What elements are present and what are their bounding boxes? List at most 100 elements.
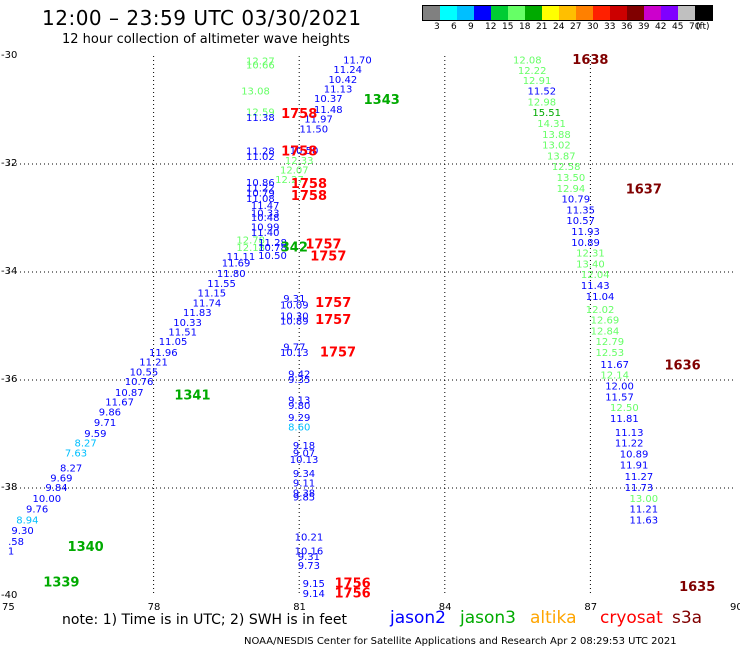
lat-tick-label: -32 xyxy=(1,158,18,169)
wave-height-value: 9.29 xyxy=(288,413,310,424)
wave-height-value: 9.80 xyxy=(288,401,310,412)
wave-height-points: 12.2710.6613.0812.5911.3811.2811.0210.86… xyxy=(8,55,658,600)
wave-height-value: 10.21 xyxy=(295,533,324,544)
legend-label: 15 xyxy=(502,22,514,32)
wave-height-value: 11.27 xyxy=(625,472,654,483)
legend-swatch xyxy=(695,6,712,20)
wave-height-value: 11.08 xyxy=(246,194,275,205)
wave-height-value: 9.34 xyxy=(293,469,315,480)
wave-height-value: 10.37 xyxy=(314,94,343,105)
legend-swatch xyxy=(508,6,525,20)
wave-height-value: 12.14 xyxy=(600,371,629,382)
legend-swatch xyxy=(610,6,627,20)
wave-height-value: 9.14 xyxy=(303,589,325,600)
pass-time: 1757 xyxy=(305,238,341,253)
wave-height-value: 11.21 xyxy=(139,358,168,369)
wave-height-value: 11.52 xyxy=(528,87,557,98)
legend-label: 39 xyxy=(638,22,650,32)
wave-height-value: 11.40 xyxy=(251,228,280,239)
wave-height-value: 13.50 xyxy=(557,173,586,184)
wave-height-value: 15.51 xyxy=(532,108,561,119)
wave-height-value: 12.91 xyxy=(523,76,552,87)
wave-height-value: 10.33 xyxy=(251,209,280,220)
wave-height-value: 10.09 xyxy=(280,300,309,311)
wave-height-value: 11.22 xyxy=(615,439,644,450)
wave-height-value: 12.78 xyxy=(236,236,265,247)
pass-time: 1757 xyxy=(315,313,351,328)
lon-tick-label: 81 xyxy=(293,602,306,613)
wave-height-value: 10.66 xyxy=(246,61,275,72)
wave-height-value: 10.16 xyxy=(295,547,324,558)
wave-height-value: 11.04 xyxy=(586,292,615,303)
pass-time: 1341 xyxy=(174,389,210,404)
wave-height-value: 10.50 xyxy=(258,251,287,262)
wave-height-value: 9.86 xyxy=(99,407,121,418)
wave-height-value: 9.18 xyxy=(293,441,315,452)
lon-tick-label: 90 xyxy=(730,602,740,613)
wave-height-value: 11.24 xyxy=(333,65,362,76)
wave-height-value: 12.04 xyxy=(581,270,610,281)
legend-swatch xyxy=(474,6,491,20)
wave-height-value: 12.94 xyxy=(557,184,586,195)
wave-height-value: 12.22 xyxy=(518,66,547,77)
legend-swatch xyxy=(678,6,695,20)
page-subtitle: 12 hour collection of altimeter wave hei… xyxy=(62,32,350,47)
wave-height-value: 12.53 xyxy=(595,348,624,359)
wave-height-value: 12.27 xyxy=(246,56,275,67)
wave-height-value: 9.30 xyxy=(11,526,33,537)
wave-height-value: 11.83 xyxy=(183,308,212,319)
wave-height-value: 10.79 xyxy=(562,195,591,206)
wave-height-value: 11.05 xyxy=(159,337,188,348)
wave-height-value: 12.33 xyxy=(285,156,314,167)
wave-height-value: 11.97 xyxy=(304,115,333,126)
lon-tick-label: 75 xyxy=(2,602,15,613)
wave-height-value: 12.69 xyxy=(591,316,620,327)
wave-height-value: 11.69 xyxy=(222,258,251,269)
wave-height-value: 12.07 xyxy=(280,165,309,176)
satellite-jason3: jason3 xyxy=(460,608,516,628)
wave-height-value: 10.13 xyxy=(290,455,319,466)
pass-time: 1636 xyxy=(665,358,701,373)
pass-time: 1757 xyxy=(310,249,346,264)
lon-tick-label: 78 xyxy=(147,602,161,613)
pass-time: 1758 xyxy=(291,189,327,204)
wave-height-value: 10.79 xyxy=(246,189,275,200)
wave-height-value: 11.67 xyxy=(600,360,629,371)
wave-height-value: 11.13 xyxy=(324,84,353,95)
legend-swatch xyxy=(542,6,559,20)
legend-label: 12 xyxy=(485,22,497,32)
wave-height-value: 11.28 xyxy=(258,238,287,249)
wave-height-value: 13.87 xyxy=(547,151,576,162)
wave-height-value: 9.31 xyxy=(298,552,320,563)
legend-label: 18 xyxy=(519,22,531,32)
wave-height-value: 13.40 xyxy=(576,259,605,270)
wave-height-value: 14.31 xyxy=(537,119,566,130)
legend-swatch xyxy=(593,6,610,20)
wave-height-value: 10.00 xyxy=(33,494,62,505)
legend-label: 9 xyxy=(468,22,474,32)
satellite-jason2: jason2 xyxy=(390,608,446,628)
wave-height-value: 7.63 xyxy=(65,448,87,459)
wave-height-value: 11.67 xyxy=(105,398,134,409)
legend-swatch xyxy=(661,6,678,20)
legend-label: 33 xyxy=(604,22,616,32)
legend-swatch xyxy=(491,6,508,20)
wave-height-value: 11.35 xyxy=(566,205,595,216)
wave-height-value: 11.51 xyxy=(168,327,197,338)
wave-height-value: 9.13 xyxy=(288,396,310,407)
legend-label: 21 xyxy=(536,22,548,32)
wave-height-value: 12.50 xyxy=(610,403,639,414)
lat-tick-label: -40 xyxy=(1,590,18,601)
pass-time: 342 xyxy=(281,241,308,256)
map-grid xyxy=(8,56,736,596)
pass-time: 1340 xyxy=(68,540,104,555)
wave-height-value: 9.11 xyxy=(293,479,315,490)
wave-height-value: 12.02 xyxy=(586,305,615,316)
legend-label: (ft) xyxy=(696,22,710,32)
wave-height-value: 10.42 xyxy=(329,75,358,86)
wave-height-value: 12.59 xyxy=(246,108,275,119)
legend-label: 27 xyxy=(570,22,582,32)
wave-height-value: 10.48 xyxy=(251,213,280,224)
wave-height-value: 11.38 xyxy=(246,113,275,124)
wave-height-value: 11.02 xyxy=(246,152,275,163)
